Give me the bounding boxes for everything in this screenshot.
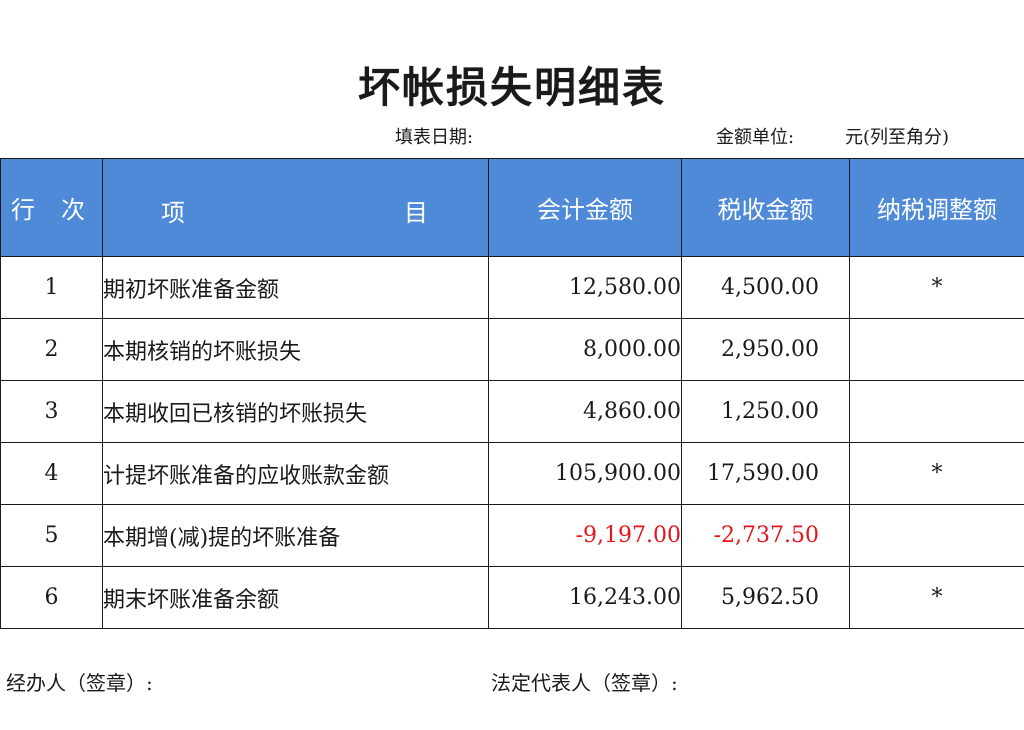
row-adjustment	[849, 380, 1024, 443]
row-item-name: 期末坏账准备余额	[102, 566, 489, 629]
fill-date-label: 填表日期:	[395, 127, 474, 148]
row-number: 1	[0, 256, 103, 319]
header-item: 项 目	[102, 158, 489, 257]
table-row: 6 期末坏账准备余额 16,243.00 5,962.50 *	[0, 566, 1024, 629]
row-adjustment	[849, 504, 1024, 567]
row-accounting-amount: 4,860.00	[488, 380, 682, 443]
table-row: 3 本期收回已核销的坏账损失 4,860.00 1,250.00	[0, 380, 1024, 443]
row-accounting-amount: 105,900.00	[488, 442, 682, 505]
header-item-left: 项	[161, 199, 185, 227]
row-accounting-amount: 16,243.00	[488, 566, 682, 629]
handler-signature-label: 经办人（签章）:	[6, 671, 153, 695]
row-adjustment	[849, 318, 1024, 381]
legal-rep-signature-label: 法定代表人（签章）:	[491, 671, 678, 695]
row-adjustment: *	[849, 256, 1024, 319]
header-item-right: 目	[404, 199, 428, 227]
row-number: 5	[0, 504, 103, 567]
row-number: 3	[0, 380, 103, 443]
amount-unit-label: 金额单位:	[716, 127, 795, 148]
header-tax-adjustment: 纳税调整额	[849, 158, 1024, 257]
row-item-name: 本期增(减)提的坏账准备	[102, 504, 489, 567]
row-item-name: 计提坏账准备的应收账款金额	[102, 442, 489, 505]
row-adjustment: *	[849, 566, 1024, 629]
row-adjustment: *	[849, 442, 1024, 505]
table-row: 5 本期增(减)提的坏账准备 -9,197.00 -2,737.50	[0, 504, 1024, 567]
table-row: 2 本期核销的坏账损失 8,000.00 2,950.00	[0, 318, 1024, 381]
row-tax-amount: 1,250.00	[681, 380, 850, 443]
row-accounting-amount: 8,000.00	[488, 318, 682, 381]
header-accounting-amount: 会计金额	[488, 158, 682, 257]
row-tax-amount: 4,500.00	[681, 256, 850, 319]
row-accounting-amount: -9,197.00	[488, 504, 682, 567]
page-title: 坏帐损失明细表	[357, 63, 666, 112]
header-tax-amount: 税收金额	[681, 158, 850, 257]
row-tax-amount: -2,737.50	[681, 504, 850, 567]
bad-debt-table: 行次 项 目 会计金额 税收金额 纳税调整额 1 期初坏账准备金额 12,580…	[0, 158, 1024, 629]
row-tax-amount: 17,590.00	[681, 442, 850, 505]
row-number: 6	[0, 566, 103, 629]
row-tax-amount: 2,950.00	[681, 318, 850, 381]
table-header-row: 行次 项 目 会计金额 税收金额 纳税调整额	[0, 158, 1024, 257]
row-number: 4	[0, 442, 103, 505]
row-item-name: 期初坏账准备金额	[102, 256, 489, 319]
row-tax-amount: 5,962.50	[681, 566, 850, 629]
header-row-number: 行次	[0, 158, 103, 257]
amount-unit-value: 元(列至角分)	[845, 127, 950, 148]
row-number: 2	[0, 318, 103, 381]
row-item-name: 本期收回已核销的坏账损失	[102, 380, 489, 443]
row-accounting-amount: 12,580.00	[488, 256, 682, 319]
table-row: 1 期初坏账准备金额 12,580.00 4,500.00 *	[0, 256, 1024, 319]
row-item-name: 本期核销的坏账损失	[102, 318, 489, 381]
table-row: 4 计提坏账准备的应收账款金额 105,900.00 17,590.00 *	[0, 442, 1024, 505]
